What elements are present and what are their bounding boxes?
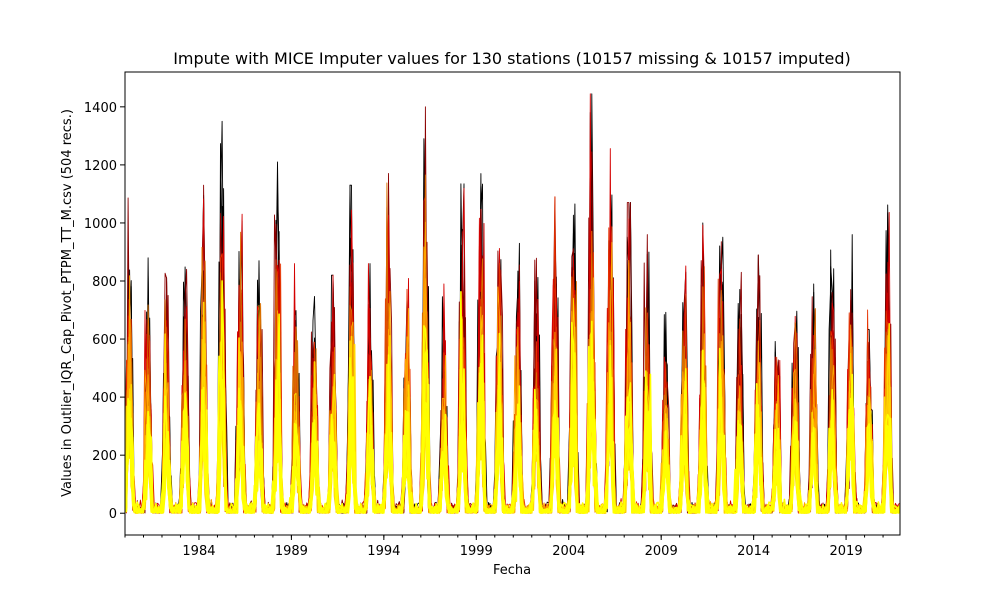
station-series-line	[125, 321, 900, 514]
x-tick-label: 2019	[830, 544, 863, 559]
x-axis: 1984 1989 1994 1999 2004 2009 2014 2019	[124, 535, 884, 559]
chart-title: Impute with MICE Imputer values for 130 …	[173, 49, 851, 68]
x-tick-label: 1989	[275, 544, 308, 559]
station-series-line	[125, 320, 900, 514]
series-layer	[125, 93, 900, 514]
y-tick-label: 200	[92, 449, 117, 464]
y-axis-label: Values in Outlier_IQR_Cap_Pivot_PTPM_TT_…	[60, 109, 75, 497]
x-axis-label: Fecha	[493, 563, 531, 578]
y-tick-label: 0	[109, 507, 117, 522]
x-tick-label: 1999	[460, 544, 493, 559]
x-tick-label: 2014	[737, 544, 770, 559]
y-tick-label: 1400	[84, 101, 117, 116]
x-tick-label: 1984	[182, 544, 215, 559]
y-tick-label: 1200	[84, 159, 117, 174]
x-tick-label: 1994	[367, 544, 400, 559]
y-axis: 0 200 400 600 800 1000 1200 1400	[84, 101, 125, 522]
y-tick-label: 400	[92, 391, 117, 406]
y-tick-label: 600	[92, 333, 117, 348]
plot-frame	[124, 71, 901, 536]
y-tick-label: 1000	[84, 217, 117, 232]
y-tick-label: 800	[92, 275, 117, 290]
x-tick-label: 2009	[645, 544, 678, 559]
x-tick-label: 2004	[552, 544, 585, 559]
